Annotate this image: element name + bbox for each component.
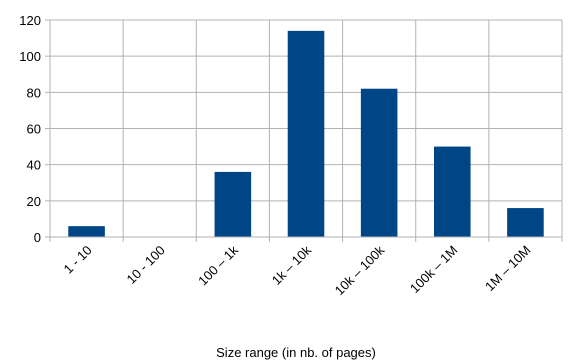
bar bbox=[287, 30, 325, 237]
bars bbox=[68, 30, 544, 237]
x-tick-label: 100 – 1k bbox=[195, 242, 241, 288]
x-axis-title: Size range (in nb. of pages) bbox=[216, 345, 376, 360]
y-tick-label: 0 bbox=[34, 230, 41, 245]
x-tick-label: 100k – 1M bbox=[407, 243, 461, 297]
y-tick-label: 80 bbox=[27, 85, 41, 100]
x-tick-label: 1 - 10 bbox=[61, 243, 95, 277]
y-tick-label: 100 bbox=[19, 49, 41, 64]
bar bbox=[434, 146, 471, 237]
x-tick-label: 1k – 10k bbox=[269, 242, 315, 288]
bar bbox=[68, 226, 105, 237]
y-tick-label: 40 bbox=[27, 158, 41, 173]
y-tick-labels: 0 20 40 60 80 100 120 bbox=[19, 13, 41, 245]
x-tick-labels: 1 - 10 10 - 100 100 – 1k 1k – 10k 10k – 100k… bbox=[61, 242, 534, 298]
y-tick-label: 120 bbox=[19, 13, 41, 28]
bar bbox=[214, 171, 252, 237]
y-tick-label: 20 bbox=[27, 194, 41, 209]
bar bbox=[360, 88, 398, 237]
x-tick-label: 1M – 10M bbox=[482, 243, 533, 294]
x-tick-label: 10 - 100 bbox=[123, 243, 167, 287]
bar bbox=[507, 208, 544, 237]
y-tick-label: 60 bbox=[27, 122, 41, 137]
axes bbox=[45, 19, 562, 238]
x-tick-label: 10k – 100k bbox=[332, 242, 388, 298]
